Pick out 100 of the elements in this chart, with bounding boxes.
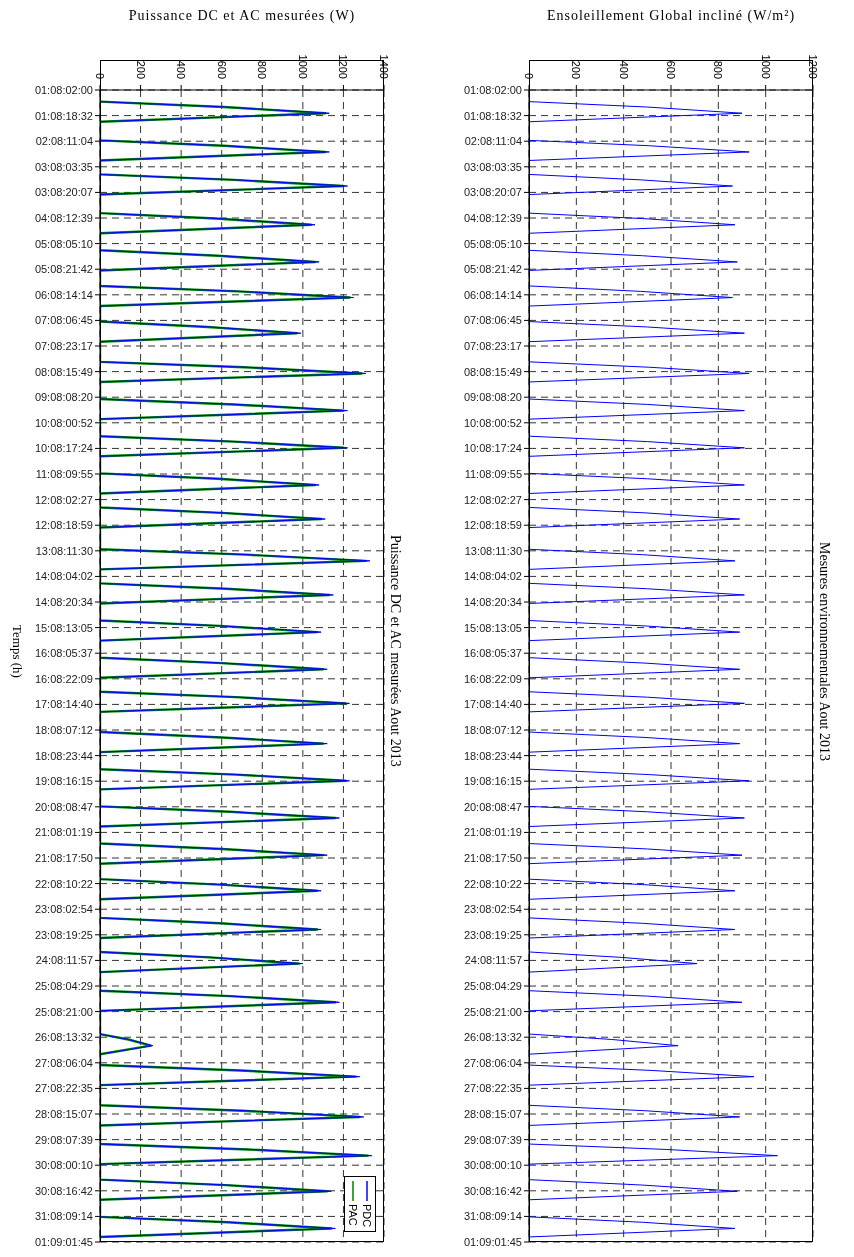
y-tick-label: 25:08:21:00 bbox=[34, 1005, 93, 1018]
y-tick-label: 16:08:05:37 bbox=[463, 647, 522, 660]
y-tick-label: 10:08:00:52 bbox=[463, 416, 522, 429]
y-tick-label: 08:08:15:49 bbox=[463, 365, 522, 378]
y-tick-label: 01:08:02:00 bbox=[463, 83, 522, 96]
y-tick-label: 06:08:14:14 bbox=[34, 288, 93, 301]
y-tick-label: 26:08:13:32 bbox=[463, 1031, 522, 1044]
text: Mesures environnementales Aout 2013 bbox=[816, 541, 832, 761]
y-tick-label: 18:08:07:12 bbox=[34, 723, 93, 736]
y-tick-label: 18:08:23:44 bbox=[463, 749, 522, 762]
y-tick-label: 31:08:09:14 bbox=[463, 1210, 522, 1223]
y-tick-label: 27:08:06:04 bbox=[34, 1056, 93, 1069]
y-tick-label: 16:08:22:09 bbox=[34, 672, 93, 685]
y-tick-label: 25:08:04:29 bbox=[34, 979, 93, 992]
y-tick-label: 31:08:09:14 bbox=[34, 1210, 93, 1223]
y-tick-label: 27:08:22:35 bbox=[34, 1082, 93, 1095]
y-tick-label: 09:08:08:20 bbox=[34, 391, 93, 404]
x-tick-label: 1000 bbox=[759, 54, 772, 79]
y-tick-label: 29:08:07:39 bbox=[34, 1133, 93, 1146]
y-tick-label: 30:08:00:10 bbox=[34, 1159, 93, 1172]
y-tick-label: 21:08:01:19 bbox=[463, 826, 522, 839]
y-tick-label: 06:08:14:14 bbox=[463, 288, 522, 301]
y-tick-label: 01:09:01:45 bbox=[34, 1235, 93, 1248]
x-tick-label: 1000 bbox=[296, 54, 309, 79]
y-tick-label: 14:08:20:34 bbox=[463, 595, 522, 608]
y-tick-label: 21:08:17:50 bbox=[463, 851, 522, 864]
y-tick-label: 03:08:03:35 bbox=[463, 160, 522, 173]
y-tick-label: 30:08:16:42 bbox=[34, 1184, 93, 1197]
y-tick-label: 14:08:04:02 bbox=[34, 570, 93, 583]
y-tick-label: 23:08:02:54 bbox=[463, 903, 522, 916]
y-tick-label: 15:08:13:05 bbox=[34, 621, 93, 634]
y-tick-label: 07:08:23:17 bbox=[34, 339, 93, 352]
x-tick-label: 600 bbox=[665, 60, 677, 79]
y-tick-label: 13:08:11:30 bbox=[464, 544, 522, 557]
y-tick-label: 19:08:16:15 bbox=[34, 775, 93, 788]
y-tick-label: 28:08:15:07 bbox=[34, 1107, 93, 1120]
y-tick-label: 02:08:11:04 bbox=[35, 135, 93, 148]
y-tick-label: 17:08:14:40 bbox=[34, 698, 93, 711]
x-tick-label: 400 bbox=[175, 60, 188, 79]
y-tick-label: 23:08:19:25 bbox=[463, 928, 522, 941]
y-tick-label: 17:08:14:40 bbox=[463, 698, 522, 711]
y-tick-label: 24:08:11:57 bbox=[35, 954, 93, 967]
y-tick-label: 22:08:10:22 bbox=[34, 877, 93, 890]
y-tick-label: 16:08:22:09 bbox=[463, 672, 522, 685]
y-tick-label: 26:08:13:32 bbox=[34, 1031, 93, 1044]
y-tick-label: 18:08:07:12 bbox=[463, 723, 522, 736]
y-tick-label: 04:08:12:39 bbox=[34, 211, 93, 224]
y-tick-label: 02:08:11:04 bbox=[464, 135, 522, 148]
y-tick-label: 07:08:06:45 bbox=[34, 314, 93, 327]
x-tick-label: 200 bbox=[570, 60, 583, 79]
x-tick-label: 800 bbox=[712, 60, 725, 79]
x-tick-label: 600 bbox=[215, 60, 228, 79]
y-tick-label: 07:08:23:17 bbox=[463, 339, 522, 352]
y-tick-label: 11:08:09:55 bbox=[35, 467, 93, 480]
y-tick-label: 25:08:21:00 bbox=[463, 1005, 522, 1018]
y-tick-label: 16:08:05:37 bbox=[34, 647, 93, 660]
y-tick-label: 03:08:20:07 bbox=[463, 186, 522, 199]
y-tick-label: 12:08:02:27 bbox=[463, 493, 522, 506]
y-tick-label: 01:08:18:32 bbox=[34, 109, 93, 122]
y-tick-label: 20:08:08:47 bbox=[34, 800, 93, 813]
y-tick-label: 24:08:11:57 bbox=[464, 954, 522, 967]
y-tick-label: 30:08:16:42 bbox=[463, 1184, 522, 1197]
y-tick-label: 23:08:02:54 bbox=[34, 903, 93, 916]
y-tick-label: 01:09:01:45 bbox=[463, 1235, 522, 1248]
y-tick-label: 18:08:23:44 bbox=[34, 749, 93, 762]
x-tick-label: 1200 bbox=[337, 54, 350, 79]
y-tick-label: 22:08:10:22 bbox=[463, 877, 522, 890]
x-axis-title: Puissance DC et AC mesurées (W) bbox=[127, 8, 357, 24]
y-tick-label: 12:08:18:59 bbox=[463, 519, 522, 532]
y-tick-label: 01:08:02:00 bbox=[34, 83, 93, 96]
y-tick-label: 07:08:06:45 bbox=[463, 314, 522, 327]
y-tick-label: 21:08:17:50 bbox=[34, 851, 93, 864]
y-tick-label: 14:08:20:34 bbox=[34, 595, 93, 608]
y-tick-label: 27:08:06:04 bbox=[463, 1056, 522, 1069]
x-axis-title: Ensoleillement Global incliné (W/m²) bbox=[545, 8, 797, 24]
y-tick-label: 27:08:22:35 bbox=[463, 1082, 522, 1095]
y-tick-label: 05:08:05:10 bbox=[463, 237, 522, 250]
x-tick-label: 200 bbox=[134, 60, 147, 79]
y-tick-label: 28:08:15:07 bbox=[463, 1107, 522, 1120]
y-tick-label: 08:08:15:49 bbox=[34, 365, 93, 378]
y-tick-label: 04:08:12:39 bbox=[463, 211, 522, 224]
text: Puissance DC et AC mesurées Aout 2013 bbox=[387, 535, 403, 767]
y-tick-label: 23:08:19:25 bbox=[34, 928, 93, 941]
y-tick-label: 15:08:13:05 bbox=[463, 621, 522, 634]
legend-label: PDC bbox=[361, 1203, 373, 1227]
x-tick-label: 400 bbox=[617, 60, 630, 79]
y-tick-label: 03:08:03:35 bbox=[34, 160, 93, 173]
y-tick-label: 20:08:08:47 bbox=[463, 800, 522, 813]
y-tick-label: 30:08:00:10 bbox=[463, 1159, 522, 1172]
y-tick-label: 10:08:17:24 bbox=[463, 442, 522, 455]
y-tick-label: 19:08:16:15 bbox=[463, 775, 522, 788]
y-tick-label: 12:08:18:59 bbox=[34, 519, 93, 532]
x-tick-label: 800 bbox=[256, 60, 269, 79]
y-tick-label: 01:08:18:32 bbox=[463, 109, 522, 122]
y-tick-label: 10:08:00:52 bbox=[34, 416, 93, 429]
y-tick-label: 03:08:20:07 bbox=[34, 186, 93, 199]
y-tick-label: 09:08:08:20 bbox=[463, 391, 522, 404]
y-axis-title: Temps (h) bbox=[9, 624, 25, 678]
y-tick-label: 11:08:09:55 bbox=[464, 467, 522, 480]
legend-label: PAC bbox=[347, 1203, 359, 1226]
